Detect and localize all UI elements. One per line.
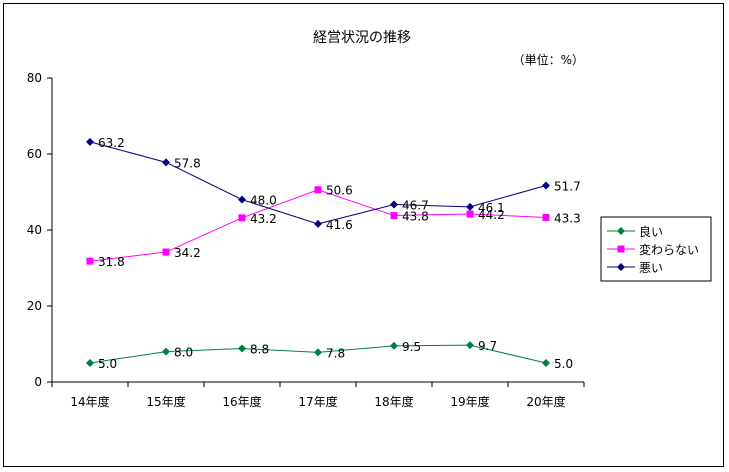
data-point (542, 181, 550, 190)
data-point (542, 213, 550, 221)
data-point (390, 341, 398, 350)
legend-marker (617, 263, 625, 271)
data-label: 43.8 (402, 210, 429, 224)
y-tick-label: 0 (34, 375, 42, 389)
x-tick-label: 17年度 (298, 394, 337, 409)
data-label: 43.2 (250, 212, 277, 226)
y-tick-label: 60 (27, 147, 42, 161)
legend-item: 良い (607, 224, 663, 239)
data-label: 9.5 (402, 340, 421, 354)
data-label: 34.2 (174, 246, 201, 260)
data-point (466, 210, 474, 218)
data-label: 50.6 (326, 184, 353, 198)
series-layer (86, 137, 550, 367)
data-point (542, 359, 550, 367)
data-point (162, 158, 170, 167)
series-0 (86, 341, 550, 367)
data-label: 51.7 (554, 180, 581, 194)
data-point (86, 257, 94, 265)
series-1 (86, 186, 550, 265)
data-point (162, 347, 170, 356)
data-label: 46.7 (402, 199, 429, 213)
data-label: 43.3 (554, 211, 581, 225)
data-point (390, 200, 398, 209)
axes: 0 20 40 60 80 14年度 15年度 16年度 17年度 18年度 19年度 20年度 (27, 71, 585, 409)
x-tick-label: 15年度 (146, 394, 185, 409)
unit-note: （単位：%） (513, 52, 584, 67)
data-label: 5.0 (554, 357, 573, 371)
data-point (238, 195, 246, 204)
data-label: 63.2 (98, 136, 125, 150)
data-point (238, 344, 246, 353)
data-point (238, 214, 246, 222)
legend-item: 変わらない (607, 242, 699, 257)
data-label: 7.8 (326, 346, 345, 360)
series-2 (86, 137, 550, 228)
chart-frame: 経営状況の推移 （単位：%） 0 20 40 60 80 14年度 15年度 16年度 17年度… (3, 3, 724, 467)
y-tick-label: 20 (27, 299, 42, 313)
data-label: 5.0 (98, 357, 117, 371)
data-labels: 5.0 8.0 8.8 7.8 9.5 9.7 5.0 31.8 34.2 43.2 50.6 43.… (98, 136, 581, 371)
x-tick-label: 20年度 (526, 394, 565, 409)
data-label: 8.0 (174, 346, 193, 360)
x-tick-label: 18年度 (374, 394, 413, 409)
data-point (86, 359, 94, 367)
data-label: 41.6 (326, 218, 353, 232)
data-label: 31.8 (98, 255, 125, 269)
legend-label: 良い (639, 224, 663, 239)
legend-label: 悪い (639, 261, 663, 275)
legend-label: 変わらない (639, 242, 699, 257)
chart-title: 経営状況の推移 (313, 30, 411, 46)
data-point (86, 137, 94, 146)
x-tick-label: 14年度 (70, 394, 109, 409)
data-point (466, 341, 474, 350)
data-label: 44.2 (478, 208, 505, 222)
y-tick-label: 80 (27, 71, 42, 85)
data-point (466, 202, 474, 211)
x-tick-label: 19年度 (450, 394, 489, 409)
data-point (390, 212, 398, 220)
data-label: 57.8 (174, 156, 201, 170)
line-chart: 経営状況の推移 （単位：%） 0 20 40 60 80 14年度 15年度 16年度 17年度… (27, 30, 712, 409)
x-tick-label: 16年度 (222, 394, 261, 409)
legend-item: 悪い (607, 261, 663, 275)
data-point (162, 248, 170, 256)
data-point (314, 348, 322, 357)
data-label: 8.8 (250, 343, 269, 357)
legend-marker (617, 227, 625, 235)
data-label: 9.7 (478, 339, 497, 353)
data-point (314, 186, 322, 194)
legend-marker (617, 245, 625, 253)
y-tick-label: 40 (27, 223, 42, 237)
data-label: 46.1 (478, 201, 505, 215)
data-label: 48.0 (250, 194, 277, 208)
data-point (314, 219, 322, 228)
